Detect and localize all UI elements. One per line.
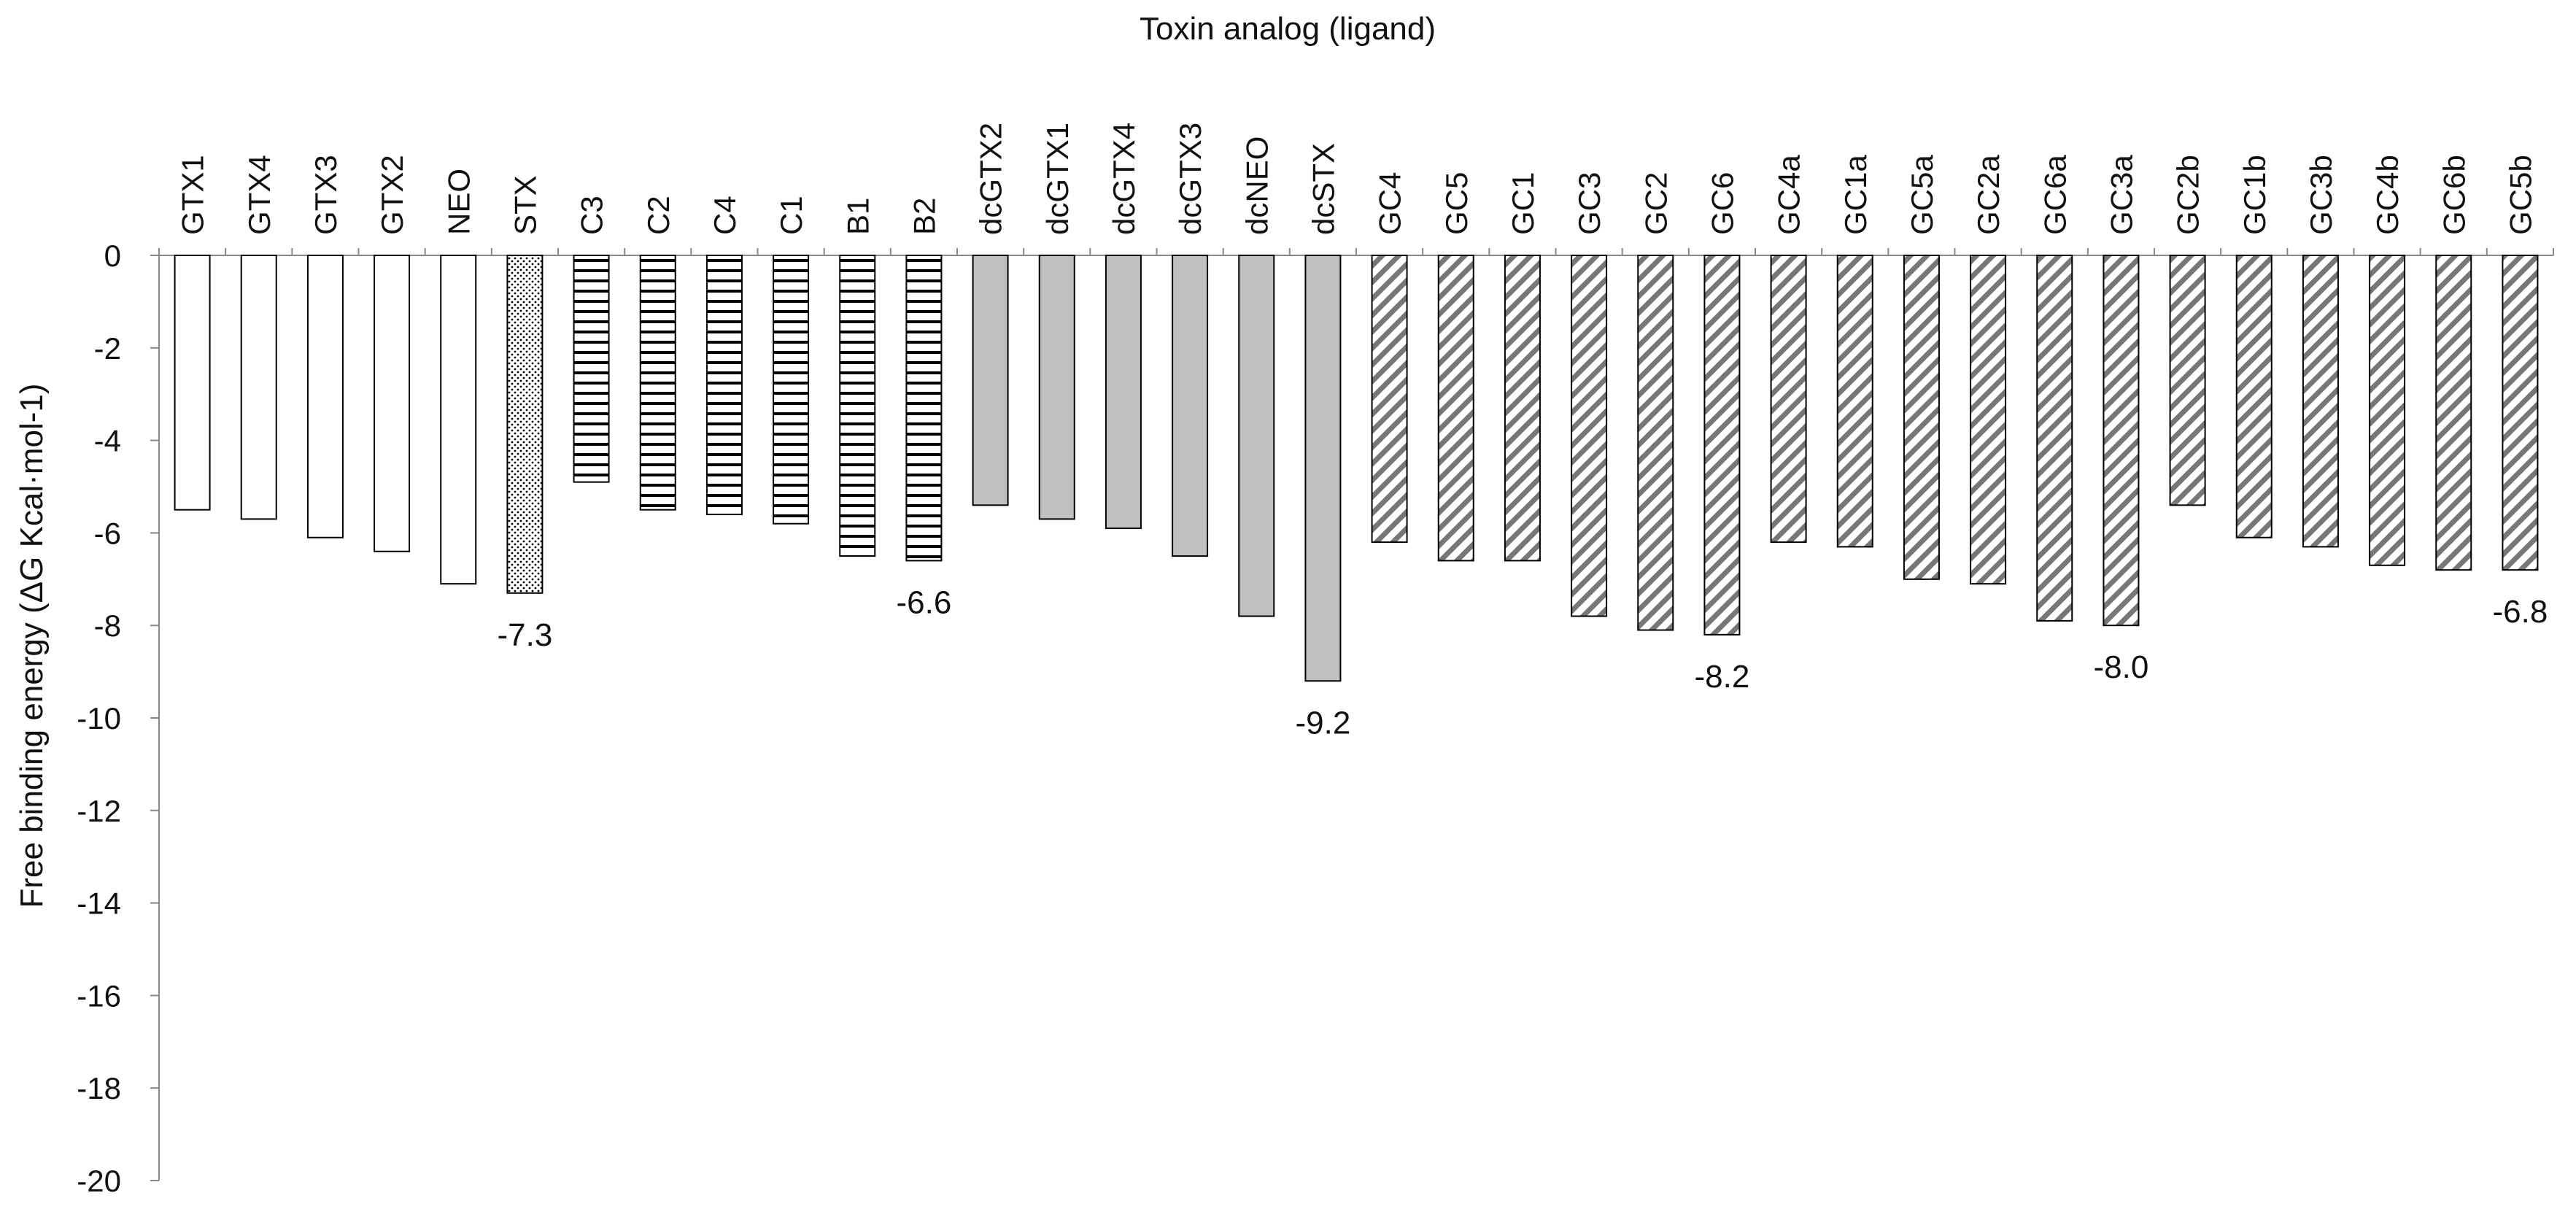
x-tick-label-gc1a: GC1a [1838, 155, 1873, 235]
x-tick-label-gc4: GC4 [1373, 172, 1407, 235]
x-tick-label-gtx4: GTX4 [242, 155, 276, 235]
x-tick-label-c1: C1 [774, 196, 808, 235]
bar-gtx2 [374, 255, 411, 552]
bar-neo [440, 255, 477, 585]
bar-gc4b [2369, 255, 2406, 566]
bar-gc6 [1703, 255, 1741, 636]
y-tick-label: -16 [77, 978, 121, 1013]
y-axis-label: Free binding energy (ΔG Kcal·mol-1) [14, 384, 50, 908]
data-label-dcstx: -9.2 [1296, 705, 1351, 741]
bar-b2 [905, 255, 943, 562]
x-tick-label-dcgtx4: dcGTX4 [1107, 123, 1141, 235]
bar-c3 [573, 255, 610, 483]
bars-group [174, 255, 2539, 682]
x-tick-label-dcgtx2: dcGTX2 [974, 123, 1008, 235]
y-tick-label: -6 [94, 516, 121, 550]
x-tick-label-gc2a: GC2a [1971, 155, 2006, 235]
y-tick-label: -4 [94, 424, 121, 458]
labels-group: GTX1 GTX4 GTX3 GTX2 NEO STX C3 C2 C4 C1 B1 B2 dcGTX2… [176, 123, 2548, 741]
x-tick-label-b1: B1 [840, 198, 875, 235]
x-tick-label-gc1b: GC1b [2237, 155, 2272, 235]
x-tick-label-dcneo: dcNEO [1239, 136, 1274, 235]
x-tick-label-c3: C3 [575, 196, 609, 235]
bar-gc2b [2169, 255, 2206, 506]
x-tick-label-gc6: GC6 [1705, 172, 1739, 235]
bar-b1 [839, 255, 876, 557]
bar-gc1 [1504, 255, 1541, 562]
bar-c2 [639, 255, 676, 511]
x-tick-label-gc4b: GC4b [2370, 155, 2405, 235]
y-tick-label: -14 [77, 887, 121, 921]
x-tick-label-gc5: GC5 [1439, 172, 1474, 235]
y-tick-label: -20 [77, 1164, 121, 1198]
x-tick-label-b2: B2 [907, 198, 941, 235]
bar-dcgtx1 [1038, 255, 1075, 520]
bar-gc5a [1903, 255, 1940, 580]
axes-group: 0 -2 -4 -6 -8 -10 -12 -14 -16 -18 -20 [77, 239, 2554, 1198]
x-tick-label-gc6b: GC6b [2437, 155, 2471, 235]
x-tick-label-gc5a: GC5a [1905, 155, 1939, 235]
data-label-gc5b: -6.8 [2493, 594, 2548, 630]
x-tick-label-gc2b: GC2b [2171, 155, 2205, 235]
x-tick-label-dcgtx1: dcGTX1 [1040, 123, 1075, 235]
bar-gtx3 [306, 255, 344, 538]
bar-gc6b [2435, 255, 2472, 571]
y-tick-label: -10 [77, 701, 121, 735]
bar-gc4a [1770, 255, 1807, 544]
y-tick-label: 0 [104, 239, 121, 273]
bar-gtx4 [240, 255, 277, 520]
data-label-stx: -7.3 [498, 617, 553, 653]
bar-gc2 [1637, 255, 1674, 631]
bar-gc5b [2502, 255, 2539, 571]
bar-gc1a [1836, 255, 1873, 548]
bar-gtx1 [174, 255, 211, 511]
y-tick-label: -2 [94, 331, 121, 366]
bar-stx [506, 255, 544, 594]
x-tick-label-stx: STX [508, 175, 542, 235]
x-tick-label-gc3: GC3 [1572, 172, 1606, 235]
x-tick-label-gc6a: GC6a [2038, 155, 2072, 235]
bar-dcstx [1304, 255, 1342, 682]
chart-title: Toxin analog (ligand) [1140, 11, 1436, 47]
x-tick-label-gtx1: GTX1 [176, 155, 210, 235]
x-tick-label-neo: NEO [441, 169, 476, 235]
bar-c1 [773, 255, 810, 525]
x-tick-label-gc3a: GC3a [2104, 155, 2138, 235]
y-tick-label: -8 [94, 609, 121, 643]
bar-gc6a [2036, 255, 2073, 622]
x-tick-label-dcgtx3: dcGTX3 [1173, 123, 1207, 235]
x-tick-label-gc1: GC1 [1506, 172, 1540, 235]
data-label-gc6: -8.2 [1695, 659, 1750, 695]
x-tick-label-gc5b: GC5b [2503, 155, 2537, 235]
x-tick-label-gc4a: GC4a [1772, 155, 1806, 235]
bar-gc5 [1437, 255, 1474, 562]
y-tick-label: -18 [77, 1071, 121, 1105]
data-label-b2: -6.6 [897, 584, 952, 620]
y-tick-label: -12 [77, 794, 121, 828]
data-label-gc3a: -8.0 [2094, 649, 2149, 685]
bar-dcgtx3 [1172, 255, 1209, 557]
bar-dcneo [1238, 255, 1275, 617]
bar-gc3 [1571, 255, 1608, 617]
x-tick-label-gc2: GC2 [1639, 172, 1673, 235]
x-tick-label-gtx2: GTX2 [375, 155, 409, 235]
bar-gc2a [1970, 255, 2007, 585]
x-tick-label-gtx3: GTX3 [309, 155, 343, 235]
bar-dcgtx2 [972, 255, 1009, 506]
bar-gc3b [2302, 255, 2339, 548]
bar-c4 [705, 255, 743, 516]
bar-gc4 [1371, 255, 1408, 544]
bar-gc3a [2103, 255, 2140, 627]
bar-dcgtx4 [1105, 255, 1142, 530]
x-tick-label-dcstx: dcSTX [1306, 143, 1340, 235]
x-tick-label-c2: C2 [641, 196, 676, 235]
x-tick-label-gc3b: GC3b [2304, 155, 2338, 235]
bar-gc1b [2235, 255, 2273, 538]
x-tick-label-c4: C4 [708, 196, 742, 235]
